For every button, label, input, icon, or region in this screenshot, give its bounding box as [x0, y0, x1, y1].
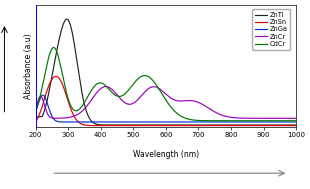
Line: ZnCr: ZnCr	[36, 87, 296, 118]
CdCr	[294, 120, 298, 122]
ZnGa	[145, 121, 149, 123]
ZnSn	[145, 125, 149, 127]
X-axis label: Wavelength (nm): Wavelength (nm)	[133, 149, 199, 159]
Line: ZnTi: ZnTi	[36, 19, 296, 125]
ZnSn	[134, 125, 138, 127]
ZnSn	[289, 125, 293, 127]
ZnCr	[261, 117, 265, 119]
ZnTi	[149, 124, 153, 126]
CdCr	[34, 109, 38, 111]
ZnGa	[294, 121, 298, 123]
Line: ZnSn: ZnSn	[36, 76, 296, 126]
ZnCr	[294, 117, 298, 119]
Line: CdCr: CdCr	[36, 47, 296, 121]
CdCr	[289, 120, 293, 122]
ZnGa	[289, 121, 293, 123]
ZnTi	[65, 18, 69, 20]
ZnSn	[261, 125, 265, 127]
ZnCr	[34, 107, 38, 109]
Line: ZnGa: ZnGa	[36, 95, 296, 122]
ZnCr	[134, 101, 138, 103]
CdCr	[145, 75, 149, 77]
ZnCr	[64, 117, 67, 119]
ZnSn	[294, 125, 298, 127]
ZnGa	[87, 121, 91, 123]
CdCr	[64, 87, 67, 90]
CdCr	[293, 120, 297, 122]
ZnTi	[289, 124, 293, 126]
ZnTi	[64, 19, 67, 21]
Y-axis label: Absorbance (a.u): Absorbance (a.u)	[24, 33, 33, 99]
CdCr	[52, 46, 55, 49]
CdCr	[134, 80, 138, 82]
ZnCr	[79, 111, 83, 113]
ZnCr	[289, 117, 293, 119]
ZnSn	[54, 75, 58, 77]
ZnGa	[41, 94, 45, 96]
ZnSn	[138, 125, 142, 127]
ZnCr	[145, 89, 149, 91]
ZnTi	[261, 124, 265, 126]
ZnTi	[294, 124, 298, 126]
ZnTi	[145, 124, 149, 126]
Legend: ZnTi, ZnSn, ZnGa, ZnCr, CdCr: ZnTi, ZnSn, ZnGa, ZnCr, CdCr	[252, 9, 290, 50]
ZnTi	[79, 86, 83, 88]
CdCr	[261, 120, 265, 122]
ZnSn	[64, 92, 67, 94]
ZnTi	[34, 116, 38, 118]
ZnTi	[134, 124, 138, 126]
ZnSn	[79, 123, 83, 125]
ZnGa	[79, 121, 83, 123]
ZnCr	[104, 85, 108, 88]
CdCr	[79, 106, 83, 109]
ZnSn	[34, 120, 38, 122]
ZnGa	[64, 121, 67, 123]
ZnGa	[261, 121, 265, 123]
ZnGa	[134, 121, 138, 123]
ZnGa	[34, 110, 38, 113]
